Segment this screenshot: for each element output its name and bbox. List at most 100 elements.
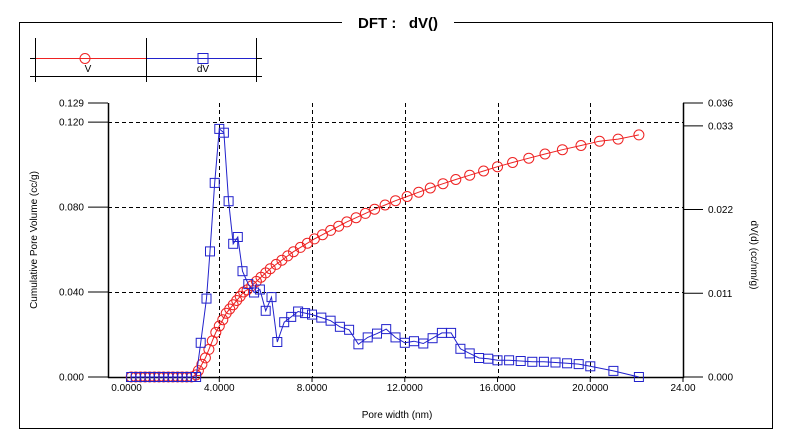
series-v-point <box>350 212 362 224</box>
series-dv-point <box>223 196 234 207</box>
series-dv <box>126 123 644 382</box>
legend-dv-marker <box>197 53 209 64</box>
series-dv-point <box>260 305 271 316</box>
series-dv-point <box>515 356 526 366</box>
series-dv-point <box>272 337 283 347</box>
series-dv-point <box>300 308 311 319</box>
y-right-tick-label: 0.022 <box>708 205 733 216</box>
series-v-point <box>210 326 222 338</box>
series-dv-point <box>232 232 243 242</box>
series-v-point <box>492 161 503 173</box>
series-dv-point <box>218 127 229 138</box>
series-v-point <box>224 303 236 315</box>
series-dv-point <box>243 279 254 290</box>
series-dv-point <box>585 361 596 372</box>
grid <box>108 103 683 377</box>
series-dv-point <box>254 284 265 295</box>
x-tick-label: 24.00 <box>670 383 695 394</box>
series-v-point <box>276 254 288 266</box>
y-left-tick-label: 0.120 <box>59 118 84 129</box>
y-right-tick-label: 0.000 <box>708 373 733 384</box>
series-v-point <box>196 358 208 370</box>
series-dv-point <box>237 266 248 277</box>
series-dv-point <box>504 355 515 366</box>
legend-dv-label: dV <box>197 64 210 75</box>
tick-labels: 0.0000 4.0000 8.0000 12.0000 16.0000 20.0000 2… <box>59 99 733 395</box>
series-dv-point <box>633 372 644 382</box>
series-dv-point <box>446 327 457 338</box>
series-v-point <box>282 250 294 262</box>
series-v-point <box>264 263 276 275</box>
series-v-point <box>633 129 645 141</box>
series-dv-point <box>201 293 212 304</box>
series-dv-point <box>266 292 277 303</box>
series-v-point <box>192 365 204 377</box>
series-dv-point <box>195 337 206 348</box>
series-dv-point <box>381 324 392 335</box>
legend-v-marker <box>79 53 91 64</box>
x-axis-label: Pore width (nm) <box>362 410 433 421</box>
series-v-point <box>379 199 391 211</box>
series-dv-point <box>293 306 304 317</box>
chart-title: DFT : dV() <box>358 15 438 32</box>
series-v-point <box>213 320 225 332</box>
series-dv-point <box>390 332 401 343</box>
series-v-point <box>594 135 605 147</box>
series-v-point <box>523 152 535 164</box>
series-dv-point <box>427 333 438 344</box>
series-dv-point <box>353 339 364 350</box>
series-dv-point <box>573 359 584 370</box>
series-dv-point <box>538 356 549 367</box>
series-v-point <box>539 148 551 160</box>
x-tick-label: 12.0000 <box>387 383 424 394</box>
series-v-point <box>401 191 413 202</box>
series-dv-point <box>418 338 429 349</box>
y-left-axis-label: Cumulative Pore Volume (cc/g) <box>29 171 40 309</box>
series-v-point <box>556 144 568 156</box>
series-v-point <box>424 182 436 194</box>
series-v-point <box>390 195 401 207</box>
series-v-point <box>507 157 519 168</box>
series-dv-point <box>550 357 561 368</box>
series-dv-point <box>279 317 290 328</box>
x-tick-label: 8.0000 <box>297 383 328 394</box>
series-v-point <box>413 186 425 198</box>
y-left-tick-label: 0.040 <box>59 288 84 299</box>
series-v-point <box>217 314 229 326</box>
series-dv-point <box>286 311 297 322</box>
series-dv-point <box>191 372 202 382</box>
series-dv-point <box>249 287 260 298</box>
series-v-point <box>478 165 490 177</box>
series-v-point <box>437 178 449 190</box>
series-dv-point <box>205 246 215 257</box>
series-v-point <box>464 169 476 181</box>
y-right-tick-label: 0.033 <box>708 121 733 132</box>
x-tick-label: 16.0000 <box>479 383 516 394</box>
series-v-point <box>450 174 462 185</box>
y-left-tick-label: 0.000 <box>59 373 84 384</box>
series-dv-line <box>131 127 640 378</box>
y-right-axis-label: dV(d) (cc/nm/g) <box>748 221 759 290</box>
x-tick-label: 4.0000 <box>204 383 235 394</box>
y-left-tick-label: 0.129 <box>59 99 84 110</box>
title-background <box>342 12 454 32</box>
series-v-point <box>341 216 353 228</box>
x-tick-label: 0.0000 <box>111 383 142 394</box>
y-left-tick-label: 0.080 <box>59 203 84 214</box>
series-dv-point <box>562 358 573 369</box>
y-right-tick-label: 0.011 <box>708 289 733 300</box>
series-v-point <box>369 203 381 215</box>
series-v <box>125 129 645 383</box>
legend-v-label: V <box>85 64 92 75</box>
axes <box>88 102 703 382</box>
series-dv-point <box>608 365 619 376</box>
series-dv-point <box>325 315 336 326</box>
outer-frame <box>19 22 773 429</box>
series-v-point <box>612 133 624 145</box>
series-dv-point <box>209 177 220 188</box>
series-v-point <box>575 140 587 151</box>
series-dv-point <box>492 355 503 366</box>
series-dv-point <box>527 356 538 367</box>
x-tick-label: 20.0000 <box>572 383 609 394</box>
